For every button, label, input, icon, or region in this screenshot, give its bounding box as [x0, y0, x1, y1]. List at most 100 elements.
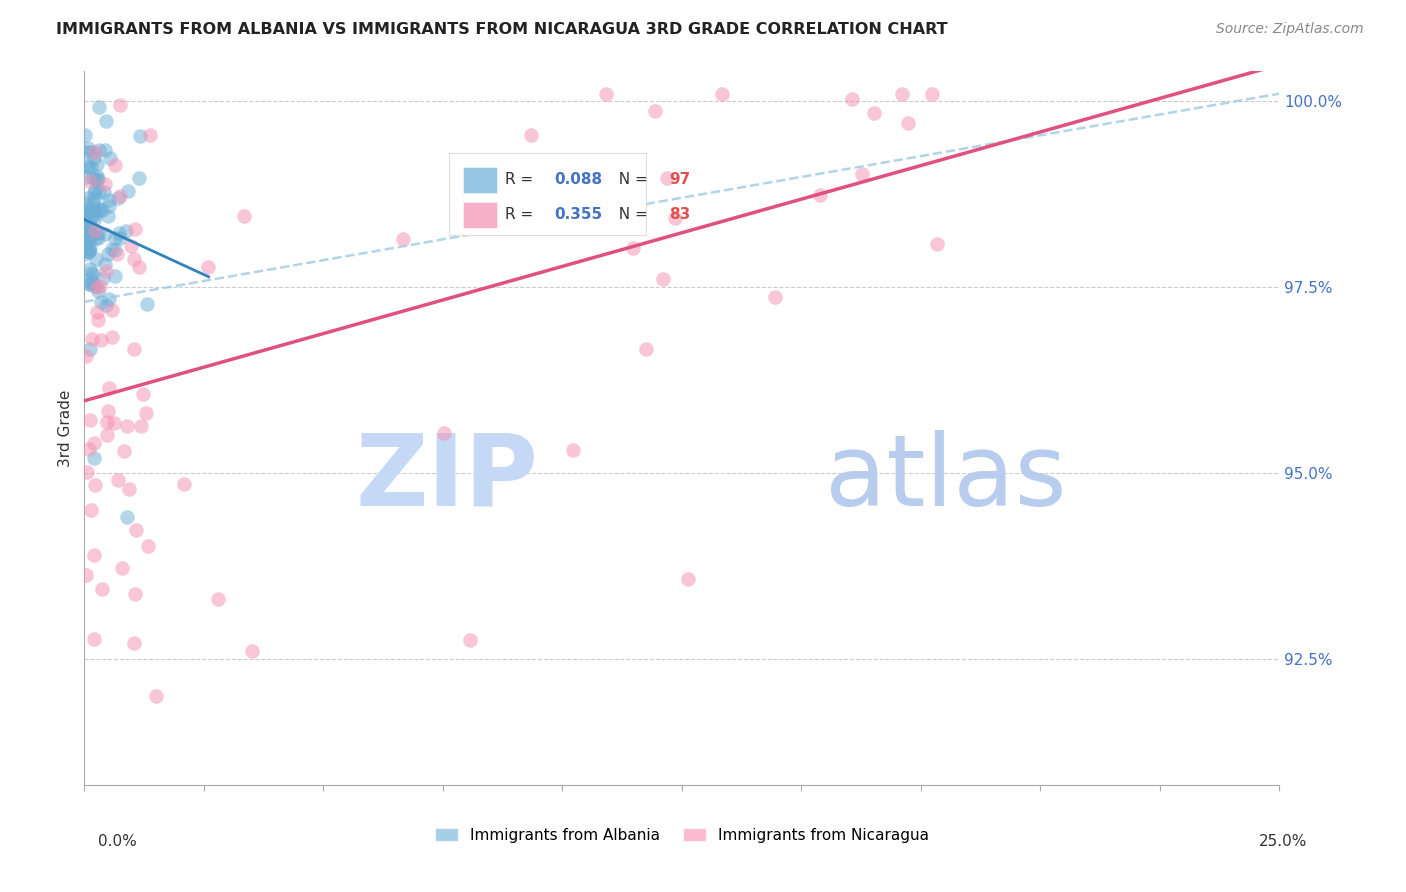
- Point: [75, 234, 97, 248]
- Point: [808, 188, 831, 202]
- Point: [83, 211, 105, 225]
- Point: [82, 195, 104, 210]
- FancyBboxPatch shape: [463, 167, 496, 193]
- Point: [97, 247, 120, 261]
- Point: [115, 418, 138, 433]
- Point: [103, 230, 125, 244]
- Point: [77, 442, 100, 456]
- Point: [79, 241, 101, 255]
- Point: [108, 98, 131, 112]
- Point: [173, 477, 195, 491]
- Point: [94, 113, 117, 128]
- Point: [83, 278, 105, 293]
- Point: [76, 465, 98, 479]
- Point: [86, 156, 108, 170]
- Point: [94, 227, 117, 241]
- Point: [91, 270, 114, 285]
- Point: [89, 185, 111, 199]
- FancyBboxPatch shape: [449, 153, 647, 235]
- Text: N =: N =: [609, 208, 652, 222]
- Point: [83, 477, 105, 491]
- Text: 0.355: 0.355: [554, 208, 602, 222]
- Point: [75, 195, 97, 210]
- Point: [75, 227, 97, 242]
- Point: [125, 523, 148, 537]
- Point: [80, 267, 103, 281]
- Point: [79, 342, 101, 356]
- Point: [118, 482, 141, 496]
- Point: [82, 171, 104, 186]
- Point: [83, 191, 105, 205]
- Point: [124, 587, 146, 601]
- Point: [207, 592, 229, 607]
- Point: [644, 103, 666, 118]
- Point: [93, 186, 115, 200]
- Point: [87, 230, 110, 244]
- Point: [79, 174, 101, 188]
- Point: [124, 636, 146, 650]
- Point: [75, 206, 97, 220]
- Point: [86, 202, 108, 216]
- Point: [891, 87, 914, 101]
- Point: [75, 210, 97, 224]
- Point: [120, 239, 142, 253]
- Point: [145, 689, 167, 703]
- Point: [80, 502, 103, 516]
- Point: [77, 227, 100, 242]
- Point: [87, 285, 110, 299]
- Point: [495, 182, 517, 196]
- Point: [84, 227, 107, 241]
- FancyBboxPatch shape: [463, 202, 496, 227]
- Legend: Immigrants from Albania, Immigrants from Nicaragua: Immigrants from Albania, Immigrants from…: [429, 822, 935, 848]
- Point: [76, 224, 98, 238]
- Point: [97, 404, 120, 418]
- Point: [98, 293, 121, 307]
- Point: [105, 246, 128, 260]
- Point: [87, 313, 110, 327]
- Point: [79, 413, 101, 427]
- Point: [710, 87, 733, 101]
- Point: [79, 261, 101, 276]
- Point: [75, 169, 97, 184]
- Point: [520, 128, 543, 142]
- Y-axis label: 3rd Grade: 3rd Grade: [58, 390, 73, 467]
- Point: [135, 406, 157, 420]
- Point: [763, 290, 786, 304]
- Point: [75, 247, 97, 261]
- Point: [83, 549, 105, 563]
- Point: [128, 170, 150, 185]
- Point: [83, 186, 105, 200]
- Point: [76, 145, 98, 160]
- Point: [75, 349, 97, 363]
- Point: [86, 305, 108, 319]
- Point: [94, 177, 117, 191]
- Point: [108, 230, 131, 244]
- Point: [87, 172, 110, 186]
- Point: [103, 416, 125, 430]
- Point: [117, 184, 139, 198]
- Point: [89, 279, 111, 293]
- Point: [460, 633, 482, 648]
- Point: [94, 298, 117, 312]
- Point: [122, 342, 145, 356]
- Point: [104, 243, 127, 257]
- Point: [83, 632, 105, 647]
- Point: [107, 473, 129, 487]
- Point: [851, 167, 873, 181]
- Point: [79, 277, 101, 291]
- Point: [91, 582, 114, 596]
- Point: [197, 260, 219, 275]
- Point: [240, 644, 263, 658]
- Point: [676, 572, 699, 586]
- Point: [97, 381, 120, 395]
- Text: ZIP: ZIP: [356, 430, 538, 526]
- Point: [82, 202, 104, 217]
- Point: [86, 169, 108, 183]
- Point: [128, 260, 150, 274]
- Point: [862, 106, 884, 120]
- Text: 0.0%: 0.0%: [98, 834, 138, 849]
- Point: [75, 218, 97, 232]
- Point: [80, 145, 103, 160]
- Text: IMMIGRANTS FROM ALBANIA VS IMMIGRANTS FROM NICARAGUA 3RD GRADE CORRELATION CHART: IMMIGRANTS FROM ALBANIA VS IMMIGRANTS FR…: [56, 22, 948, 37]
- Point: [80, 277, 103, 291]
